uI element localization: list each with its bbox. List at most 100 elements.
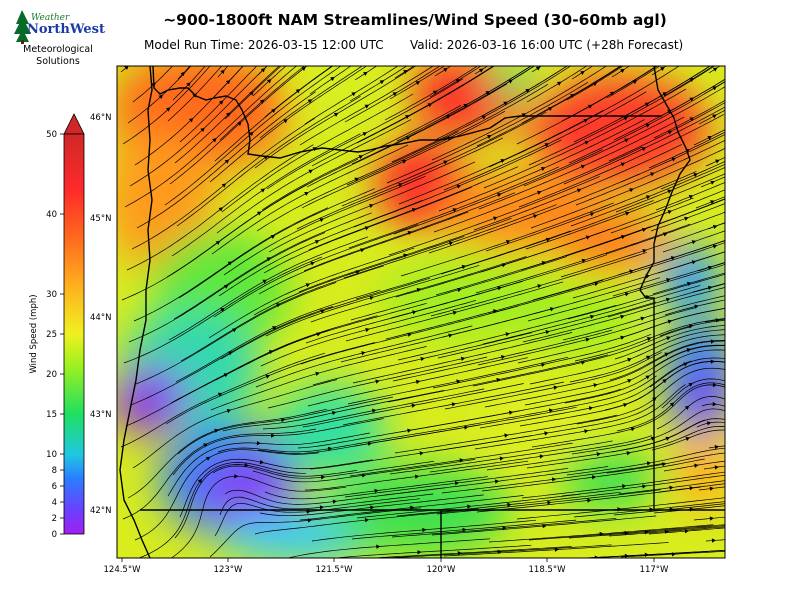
chart-title: ~900-1800ft NAM Streamlines/Wind Speed (… bbox=[163, 11, 667, 29]
streamline-arrow bbox=[715, 159, 720, 164]
streamline-arrow bbox=[544, 431, 549, 436]
streamline-arrow bbox=[627, 357, 632, 362]
streamline-arrow bbox=[623, 403, 628, 408]
streamline-arrow bbox=[706, 421, 712, 426]
streamline bbox=[516, 497, 725, 520]
streamline bbox=[570, 163, 725, 227]
latitude-label: 46°N bbox=[90, 113, 111, 123]
streamline-arrow bbox=[537, 190, 542, 195]
streamline-arrow bbox=[684, 216, 689, 221]
colorbar-tick-label: 50 bbox=[46, 130, 57, 140]
streamline bbox=[172, 66, 206, 101]
streamline bbox=[708, 445, 725, 449]
logo-subtitle: Meteorological Solutions bbox=[23, 44, 93, 67]
streamline-arrow bbox=[221, 183, 227, 188]
streamline-arrow bbox=[481, 115, 487, 120]
streamline-arrow bbox=[420, 356, 425, 362]
streamline-arrow bbox=[265, 374, 270, 379]
streamline-arrow bbox=[416, 287, 422, 293]
streamline-arrow bbox=[712, 67, 718, 72]
streamline-arrow bbox=[249, 131, 254, 137]
streamline-arrow bbox=[451, 402, 456, 407]
streamline-arrow bbox=[625, 211, 630, 216]
streamline-arrow bbox=[688, 324, 694, 329]
streamline bbox=[531, 384, 725, 448]
streamline-arrow bbox=[364, 226, 370, 231]
streamline-arrow bbox=[403, 69, 408, 75]
streamline-arrow bbox=[629, 188, 634, 193]
colorbar-tick-label: 4 bbox=[52, 498, 57, 508]
streamline-arrow bbox=[392, 92, 398, 97]
streamline bbox=[618, 480, 725, 495]
streamline-arrow bbox=[666, 277, 671, 283]
streamline bbox=[217, 66, 229, 78]
streamline-arrow bbox=[645, 375, 650, 380]
streamline-arrow bbox=[370, 505, 375, 510]
streamline-arrow bbox=[220, 308, 225, 313]
streamline bbox=[568, 525, 725, 539]
streamline-arrow bbox=[642, 248, 647, 254]
streamline-arrow bbox=[709, 516, 714, 521]
streamline-arrow bbox=[685, 436, 690, 442]
streamline-arrow bbox=[186, 82, 191, 87]
washington-oregon-border bbox=[152, 66, 662, 159]
streamline-arrow bbox=[365, 327, 370, 333]
streamline-arrow bbox=[467, 504, 472, 509]
map-frame bbox=[116, 65, 726, 559]
streamline-arrow bbox=[405, 136, 411, 141]
streamline-arrow bbox=[487, 134, 492, 139]
streamline-arrow bbox=[593, 383, 598, 388]
streamline-arrow bbox=[551, 477, 557, 482]
streamline-arrow bbox=[508, 79, 513, 84]
streamline-arrow bbox=[556, 81, 562, 86]
latitude-label: 45°N bbox=[90, 214, 111, 224]
streamline-arrow bbox=[644, 102, 650, 107]
streamline-arrow bbox=[407, 332, 412, 337]
streamline-arrow bbox=[710, 180, 715, 185]
streamline-arrow bbox=[376, 544, 381, 549]
streamline bbox=[476, 66, 623, 147]
streamline-arrow bbox=[584, 429, 589, 434]
streamline bbox=[214, 66, 334, 162]
streamline bbox=[571, 66, 594, 80]
streamline-arrow bbox=[497, 192, 502, 198]
weather-northwest-logo: Weather NorthWest bbox=[10, 6, 106, 68]
streamline bbox=[177, 66, 191, 80]
streamline-arrow bbox=[645, 195, 651, 200]
streamline bbox=[521, 66, 621, 124]
streamline-arrow bbox=[256, 440, 261, 446]
longitude-labels: 124.5°W 123°W 121.5°W 120°W 118.5°W 117°W bbox=[104, 558, 669, 575]
streamline-arrow bbox=[553, 385, 558, 390]
streamline-arrow bbox=[548, 408, 554, 413]
streamline-arrow bbox=[360, 248, 365, 253]
streamline-arrow bbox=[711, 538, 716, 543]
streamline bbox=[566, 66, 624, 101]
streamline-arrow bbox=[412, 310, 417, 315]
streamline bbox=[605, 211, 725, 255]
streamline-arrow bbox=[283, 119, 288, 124]
streamline-arrow bbox=[499, 456, 504, 461]
streamline-arrow bbox=[259, 459, 265, 465]
oregon-idaho-border bbox=[639, 66, 691, 510]
streamline-arrow bbox=[319, 218, 324, 223]
streamline bbox=[701, 561, 726, 562]
streamline bbox=[488, 66, 680, 168]
streamline-arrow bbox=[456, 379, 461, 384]
streamline-arrow bbox=[667, 189, 672, 194]
streamline-arrow bbox=[215, 240, 221, 245]
logo-word-brand: NorthWest bbox=[27, 22, 105, 37]
streamline bbox=[651, 429, 725, 451]
streamline-arrow bbox=[640, 316, 645, 321]
streamline-arrow bbox=[620, 69, 625, 74]
streamline bbox=[209, 66, 368, 183]
streamline-arrow bbox=[398, 182, 403, 188]
streamline bbox=[705, 539, 725, 542]
streamline-arrow bbox=[665, 297, 671, 302]
streamline-arrow bbox=[624, 138, 629, 143]
streamline-arrow bbox=[304, 192, 309, 196]
latitude-label: 43°N bbox=[90, 410, 111, 420]
streamline-arrow bbox=[220, 69, 225, 75]
streamline-arrow bbox=[226, 408, 232, 414]
streamline-arrow bbox=[364, 104, 370, 109]
streamline-arrow bbox=[650, 172, 655, 177]
